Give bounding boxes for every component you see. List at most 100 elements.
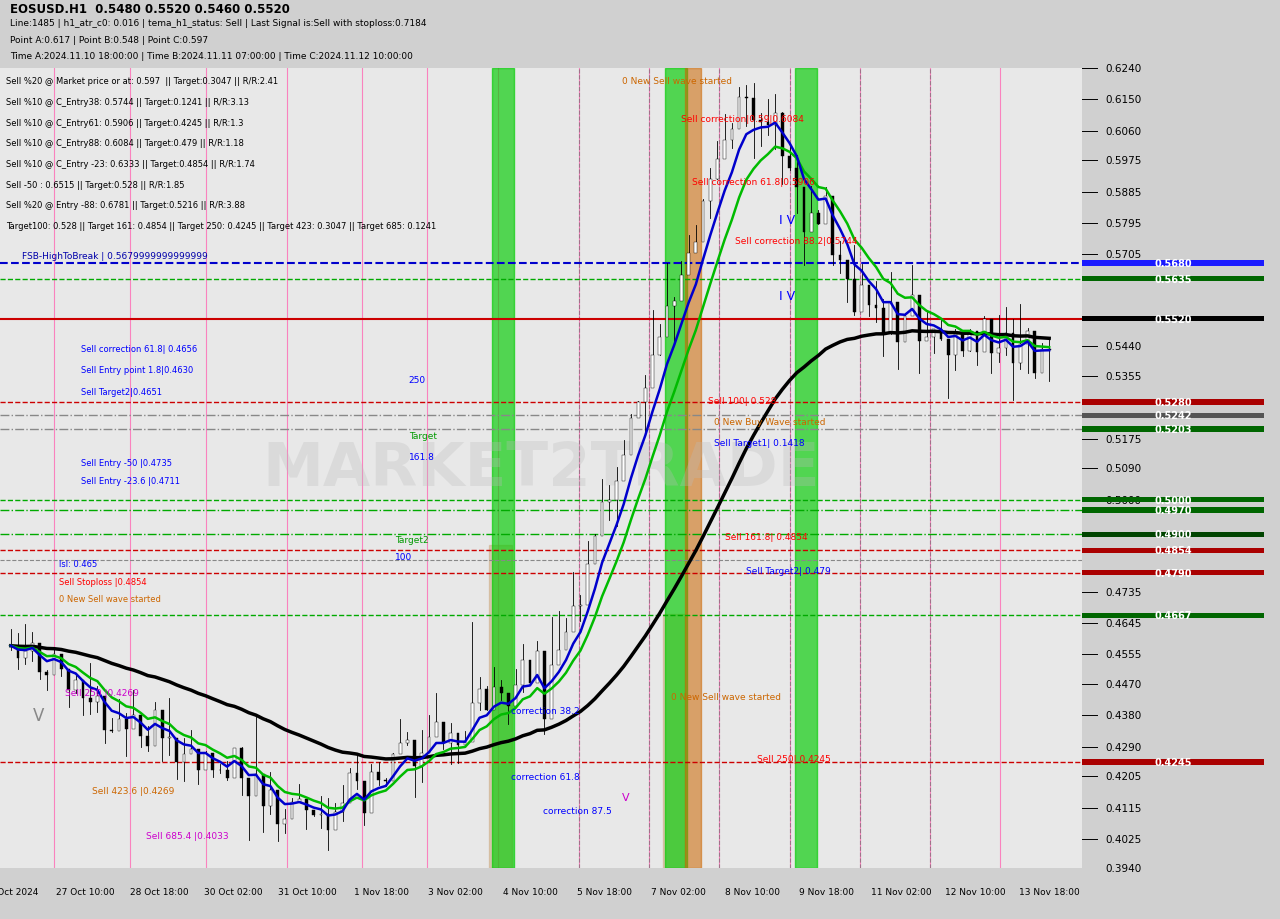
Bar [283, 820, 287, 824]
Text: 0.5705: 0.5705 [1106, 250, 1142, 260]
Bar [954, 335, 956, 356]
Text: 0.5175: 0.5175 [1106, 434, 1142, 444]
Bar [1082, 570, 1265, 576]
Text: Sell correction 61.8|0.5906: Sell correction 61.8|0.5906 [692, 177, 815, 187]
Bar [1082, 532, 1265, 538]
Bar [904, 317, 906, 343]
Bar [1041, 350, 1043, 373]
Bar [1082, 507, 1265, 513]
Bar [362, 781, 366, 813]
Text: 27 Oct 10:00: 27 Oct 10:00 [55, 887, 114, 896]
Bar [803, 187, 805, 233]
Bar [997, 348, 1000, 353]
Bar [991, 320, 993, 353]
Bar [1082, 760, 1265, 766]
Bar [852, 280, 856, 313]
Bar [1082, 413, 1265, 419]
Bar [46, 672, 49, 675]
Text: 5 Nov 18:00: 5 Nov 18:00 [577, 887, 631, 896]
Bar [183, 754, 186, 763]
Text: 1 Nov 18:00: 1 Nov 18:00 [355, 887, 410, 896]
Text: 0.4380: 0.4380 [1106, 710, 1142, 720]
Text: 0.5795: 0.5795 [1106, 219, 1142, 229]
Bar [1082, 400, 1265, 405]
Bar [204, 753, 207, 770]
Text: 0.4900: 0.4900 [1155, 529, 1192, 539]
Text: FSB-HighToBreak | 0.5679999999999999: FSB-HighToBreak | 0.5679999999999999 [22, 252, 207, 260]
Bar [896, 302, 899, 343]
Bar [767, 122, 769, 126]
Bar [961, 335, 964, 351]
Bar [24, 652, 27, 659]
Bar [463, 743, 466, 745]
Bar [435, 722, 438, 738]
Text: Sell %20 @ Entry -88: 0.6781 || Target:0.5216 || R/R:3.88: Sell %20 @ Entry -88: 0.6781 || Target:0… [6, 201, 246, 210]
Text: 0.4205: 0.4205 [1106, 771, 1142, 781]
Text: 161.8: 161.8 [408, 452, 435, 461]
Bar [716, 160, 719, 180]
Text: 0.5355: 0.5355 [1106, 371, 1142, 381]
Bar [82, 680, 84, 698]
Bar [536, 651, 539, 683]
Bar [882, 308, 884, 334]
Bar [687, 254, 690, 276]
Text: Sell -50 : 0.6515 || Target:0.528 || R/R:1.85: Sell -50 : 0.6515 || Target:0.528 || R/R… [6, 180, 184, 189]
Bar [723, 141, 726, 160]
Text: 9 Nov 18:00: 9 Nov 18:00 [799, 887, 854, 896]
Text: correction 87.5: correction 87.5 [543, 807, 612, 815]
Text: Sell 423.6 |0.4269: Sell 423.6 |0.4269 [92, 786, 174, 795]
Bar [247, 777, 250, 797]
Bar [211, 753, 214, 770]
Bar [1027, 332, 1029, 345]
Bar [594, 536, 596, 564]
Bar [31, 643, 33, 652]
Bar [911, 296, 914, 317]
Bar [600, 502, 603, 536]
Bar [118, 720, 120, 732]
Text: 0 New Buy Wave started: 0 New Buy Wave started [714, 417, 826, 426]
Text: Sell correction 61.8| 0.4656: Sell correction 61.8| 0.4656 [81, 345, 197, 353]
Bar [932, 329, 936, 337]
Bar [276, 790, 279, 824]
Text: 0.6240: 0.6240 [1106, 64, 1142, 74]
Bar [479, 689, 481, 703]
Bar [663, 615, 685, 868]
Text: Point A:0.617 | Point B:0.548 | Point C:0.597: Point A:0.617 | Point B:0.548 | Point C:… [10, 36, 209, 45]
Text: 0.5975: 0.5975 [1106, 156, 1142, 166]
Bar [983, 320, 986, 352]
Text: Target2: Target2 [394, 536, 429, 544]
Bar [685, 69, 701, 868]
Text: 0.5280: 0.5280 [1155, 398, 1192, 408]
Text: 0.4025: 0.4025 [1106, 834, 1142, 844]
Bar [442, 722, 445, 743]
Bar [255, 774, 257, 797]
Text: 31 Oct 10:00: 31 Oct 10:00 [278, 887, 337, 896]
Bar [392, 754, 394, 781]
Bar [320, 813, 323, 815]
Bar [146, 736, 150, 746]
Bar [406, 740, 408, 743]
Bar [586, 564, 589, 606]
Text: 100: 100 [394, 553, 412, 562]
Text: V: V [32, 707, 44, 724]
Text: 0.5000: 0.5000 [1106, 495, 1142, 505]
Bar [695, 243, 698, 254]
Bar [132, 715, 134, 730]
Bar [817, 213, 819, 225]
Bar [241, 748, 243, 777]
Text: 0 New Sell wave started: 0 New Sell wave started [622, 76, 732, 85]
Bar [622, 456, 625, 482]
Text: 0.4115: 0.4115 [1106, 802, 1142, 812]
Bar [298, 799, 301, 802]
Bar [38, 643, 41, 672]
Bar [652, 356, 654, 389]
Text: 0.4645: 0.4645 [1106, 618, 1142, 629]
Text: Sell %10 @ C_Entry88: 0.6084 || Target:0.479 || R/R:1.18: Sell %10 @ C_Entry88: 0.6084 || Target:0… [6, 139, 244, 148]
Text: Sell 250| 0.4245: Sell 250| 0.4245 [756, 754, 831, 764]
Bar [399, 743, 402, 754]
Bar [521, 660, 524, 685]
Bar [709, 180, 712, 202]
Text: 0.5520: 0.5520 [1155, 314, 1192, 324]
Text: 0.5000: 0.5000 [1155, 495, 1192, 505]
Bar [428, 738, 430, 753]
